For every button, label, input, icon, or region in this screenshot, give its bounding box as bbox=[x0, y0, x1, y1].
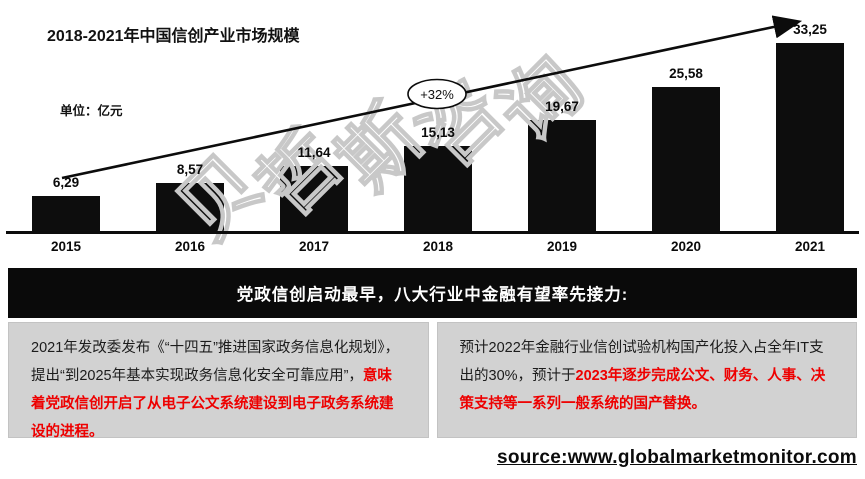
x-tick-label: 2018 bbox=[422, 239, 454, 254]
bar-2016 bbox=[156, 183, 224, 232]
bar-2015 bbox=[32, 196, 100, 232]
x-axis-line bbox=[6, 231, 859, 234]
source-link[interactable]: source:www.globalmarketmonitor.com bbox=[496, 447, 857, 468]
info-box-left: 2021年发改委发布《“十四五”推进国家政务信息化规划》，提出“到2025年基本… bbox=[8, 322, 429, 440]
growth-badge bbox=[407, 78, 467, 110]
bar-value-label: 11,64 bbox=[297, 145, 331, 160]
growth-rate-label: +32% bbox=[420, 87, 454, 102]
bar-2018 bbox=[404, 146, 472, 232]
trend-arrow: +32% bbox=[61, 15, 803, 180]
bar-value-label: 25,58 bbox=[669, 66, 703, 81]
footer: source:www.globalmarketmonitor.com bbox=[0, 447, 865, 469]
text-segment-red: 2023年逐步完成公文、财务、人事、决策支持等一系列一般系统的国产替换。 bbox=[459, 368, 826, 412]
bar-value-label: 15,13 bbox=[421, 125, 455, 140]
bar-value-label: 33,25 bbox=[793, 22, 827, 37]
x-tick-label: 2020 bbox=[670, 239, 702, 254]
x-tick-label: 2017 bbox=[298, 239, 330, 254]
bar-2017 bbox=[280, 166, 348, 232]
chart-title: 2018-2021年中国信创产业市场规模 bbox=[47, 28, 300, 45]
bar-value-label: 8,57 bbox=[176, 162, 204, 177]
bar-2019 bbox=[528, 120, 596, 232]
bar-value-label: 19,67 bbox=[545, 99, 579, 114]
banner-text: 党政信创启动最早，八大行业中金融有望率先接力: bbox=[236, 286, 629, 304]
info-boxes: 2021年发改委发布《“十四五”推进国家政务信息化规划》，提出“到2025年基本… bbox=[8, 322, 857, 440]
bar-2021 bbox=[776, 43, 844, 232]
x-tick-label: 2015 bbox=[50, 239, 82, 254]
section-banner: 党政信创启动最早，八大行业中金融有望率先接力: bbox=[8, 268, 857, 318]
x-tick-label: 2021 bbox=[794, 239, 826, 254]
unit-label: 单位：亿元 bbox=[60, 104, 123, 118]
market-size-chart: 2018-2021年中国信创产业市场规模 单位：亿元 贝哲斯咨询 6,29201… bbox=[6, 15, 859, 257]
text-segment-red: 意味着党政信创开启了从电子公文系统建设到电子政务系统建设的进程。 bbox=[31, 368, 394, 440]
text-segment-normal: 预计2022年金融行业信创试验机构国产化投入占全年IT支出的30%，预计于 bbox=[459, 340, 824, 384]
x-tick-label: 2016 bbox=[174, 239, 206, 254]
text-segment-normal: 2021年发改委发布《“十四五”推进国家政务信息化规划》，提出“到2025年基本… bbox=[31, 340, 400, 384]
bar-value-label: 6,29 bbox=[52, 175, 80, 190]
bar-2020 bbox=[652, 87, 720, 232]
info-box-right: 预计2022年金融行业信创试验机构国产化投入占全年IT支出的30%，预计于202… bbox=[436, 322, 857, 438]
x-tick-label: 2019 bbox=[546, 239, 578, 254]
